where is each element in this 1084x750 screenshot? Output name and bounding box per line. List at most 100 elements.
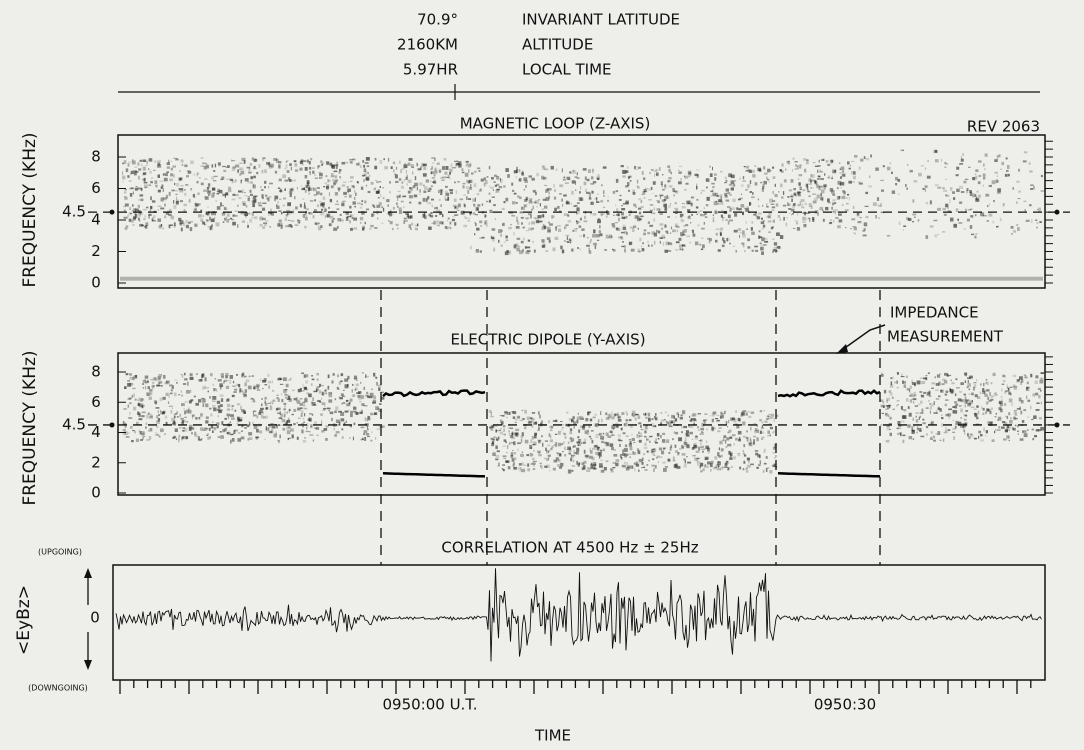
noise (688, 172, 691, 175)
noise (638, 440, 640, 442)
noise (978, 195, 980, 198)
noise (503, 446, 506, 447)
noise (173, 174, 175, 177)
noise (179, 178, 182, 181)
noise (306, 208, 309, 210)
noise (522, 418, 524, 420)
noise (329, 223, 332, 226)
noise (259, 224, 262, 227)
noise (762, 438, 763, 440)
noise (667, 233, 669, 234)
noise (373, 396, 376, 400)
noise (350, 411, 353, 413)
noise (542, 165, 545, 167)
noise (197, 174, 198, 177)
noise (204, 224, 205, 226)
noise (150, 428, 153, 432)
noise (761, 437, 764, 439)
noise (972, 400, 973, 402)
noise (423, 167, 426, 170)
noise (128, 163, 130, 167)
noise (394, 174, 396, 175)
noise (500, 432, 504, 435)
noise (930, 423, 932, 425)
noise (892, 397, 894, 399)
noise (635, 414, 639, 415)
noise (153, 170, 156, 171)
noise (937, 187, 941, 189)
noise (811, 205, 813, 209)
noise (747, 184, 751, 187)
noise (789, 213, 791, 214)
noise (713, 412, 717, 415)
noise (487, 176, 489, 177)
noise (991, 395, 994, 398)
noise (746, 221, 747, 224)
noise (982, 391, 984, 394)
noise (795, 168, 799, 169)
noise (912, 214, 916, 216)
noise (360, 217, 363, 220)
noise (655, 442, 658, 444)
noise (402, 182, 404, 184)
noise (806, 159, 808, 161)
noise (430, 215, 433, 217)
noise (134, 431, 135, 434)
noise (1007, 165, 1010, 169)
y-tick-label: 0 (91, 274, 101, 292)
noise (880, 180, 884, 181)
noise (906, 376, 908, 378)
noise (182, 164, 184, 166)
noise (559, 210, 561, 211)
noise (186, 175, 189, 177)
noise (977, 191, 979, 193)
noise (818, 176, 820, 178)
noise (246, 380, 250, 383)
noise (761, 218, 763, 220)
noise (142, 412, 146, 414)
noise (629, 419, 632, 421)
noise (738, 199, 741, 201)
noise (423, 214, 425, 218)
noise (348, 191, 349, 193)
noise (666, 421, 669, 424)
noise (786, 217, 787, 219)
noise (224, 418, 227, 420)
noise (743, 453, 745, 455)
noise (346, 421, 347, 423)
noise (952, 432, 955, 433)
noise (335, 175, 338, 178)
noise (266, 428, 268, 432)
noise (724, 193, 727, 196)
noise (1032, 429, 1035, 431)
noise (222, 213, 225, 215)
noise (218, 437, 220, 438)
noise (955, 426, 957, 429)
noise (382, 187, 383, 189)
noise (668, 452, 670, 454)
noise (970, 225, 973, 229)
noise (976, 405, 978, 407)
noise (703, 420, 706, 422)
noise (949, 199, 950, 203)
noise (157, 164, 161, 168)
noise (898, 179, 901, 182)
noise (491, 412, 492, 416)
noise (145, 382, 147, 385)
noise (626, 420, 628, 423)
noise (293, 210, 294, 212)
noise (128, 398, 132, 400)
noise (691, 415, 694, 417)
noise (684, 464, 687, 468)
noise (529, 175, 533, 177)
noise (675, 190, 678, 193)
noise (310, 200, 314, 202)
noise (881, 373, 883, 374)
noise (457, 160, 458, 162)
noise (606, 433, 609, 436)
noise (209, 428, 211, 431)
noise (276, 159, 279, 163)
header-value: 70.9° (417, 11, 458, 29)
noise (561, 199, 563, 202)
noise (983, 383, 984, 386)
